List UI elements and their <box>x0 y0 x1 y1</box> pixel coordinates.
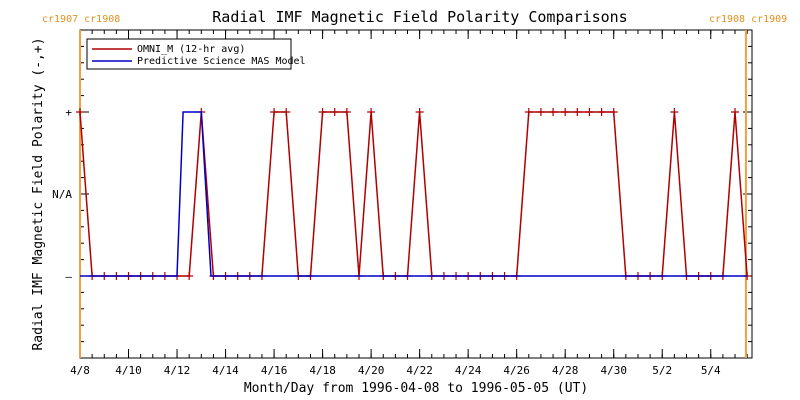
x-tick-label: 5/4 <box>701 364 721 377</box>
x-tick-label: 4/24 <box>455 364 482 377</box>
data-point-marker <box>524 108 533 116</box>
data-point-marker <box>731 108 740 116</box>
data-point-marker <box>342 108 351 116</box>
y-tick-label: N/A <box>52 188 72 201</box>
data-point-marker <box>609 108 618 116</box>
x-tick-label: 4/20 <box>358 364 385 377</box>
carrington-label: cr1907 cr1908 <box>42 14 120 25</box>
data-point-marker <box>597 108 606 116</box>
x-tick-label: 4/22 <box>406 364 433 377</box>
data-point-marker <box>318 108 327 116</box>
data-point-marker <box>76 108 84 116</box>
chart-title: Radial IMF Magnetic Field Polarity Compa… <box>212 8 627 26</box>
carrington-label: cr1908 cr1909 <box>709 14 787 25</box>
y-axis-label: Radial IMF Magnetic Field Polarity (-,+) <box>31 37 46 350</box>
legend-box <box>86 38 292 70</box>
x-tick-label: 4/10 <box>115 364 142 377</box>
data-point-marker <box>573 108 582 116</box>
data-point-marker <box>561 108 570 116</box>
data-point-marker <box>270 108 279 116</box>
data-point-marker <box>670 108 679 116</box>
data-point-marker <box>330 108 339 116</box>
y-tick-label: – <box>65 270 72 283</box>
data-point-marker <box>367 108 376 116</box>
x-tick-label: 4/14 <box>212 364 239 377</box>
x-tick-label: 5/2 <box>652 364 672 377</box>
x-ticks: 4/8 4/10 4/12 4/14 4/16 4/18 4/20 4/22 4/24 4/26 4… <box>70 30 748 377</box>
data-point-marker <box>415 108 424 116</box>
x-tick-label: 4/8 <box>70 364 90 377</box>
x-tick-label: 4/28 <box>552 364 579 377</box>
x-tick-label: 4/12 <box>164 364 191 377</box>
data-point-marker <box>185 272 194 280</box>
carrington-markers: cr1907 cr1908 cr1908 cr1909 <box>42 14 787 358</box>
legend-label-omni: OMNI_M (12-hr avg) <box>137 44 245 55</box>
series-group <box>76 108 752 280</box>
x-tick-label: 4/26 <box>503 364 530 377</box>
data-point-marker <box>549 108 558 116</box>
x-tick-label: 4/18 <box>309 364 336 377</box>
y-tick-label: + <box>65 106 72 119</box>
x-tick-label: 4/16 <box>261 364 288 377</box>
legend: OMNI_M (12-hr avg) Predictive Science MA… <box>86 38 306 70</box>
x-tick-label: 4/30 <box>600 364 627 377</box>
legend-label-mas: Predictive Science MAS Model <box>137 56 306 67</box>
data-point-marker <box>282 108 291 116</box>
series-line-mas <box>80 111 748 277</box>
data-point-marker <box>585 108 594 116</box>
x-axis-label: Month/Day from 1996-04-08 to 1996-05-05 … <box>244 381 588 396</box>
y-ticks: + N/A – <box>52 29 752 359</box>
data-point-marker <box>536 108 545 116</box>
